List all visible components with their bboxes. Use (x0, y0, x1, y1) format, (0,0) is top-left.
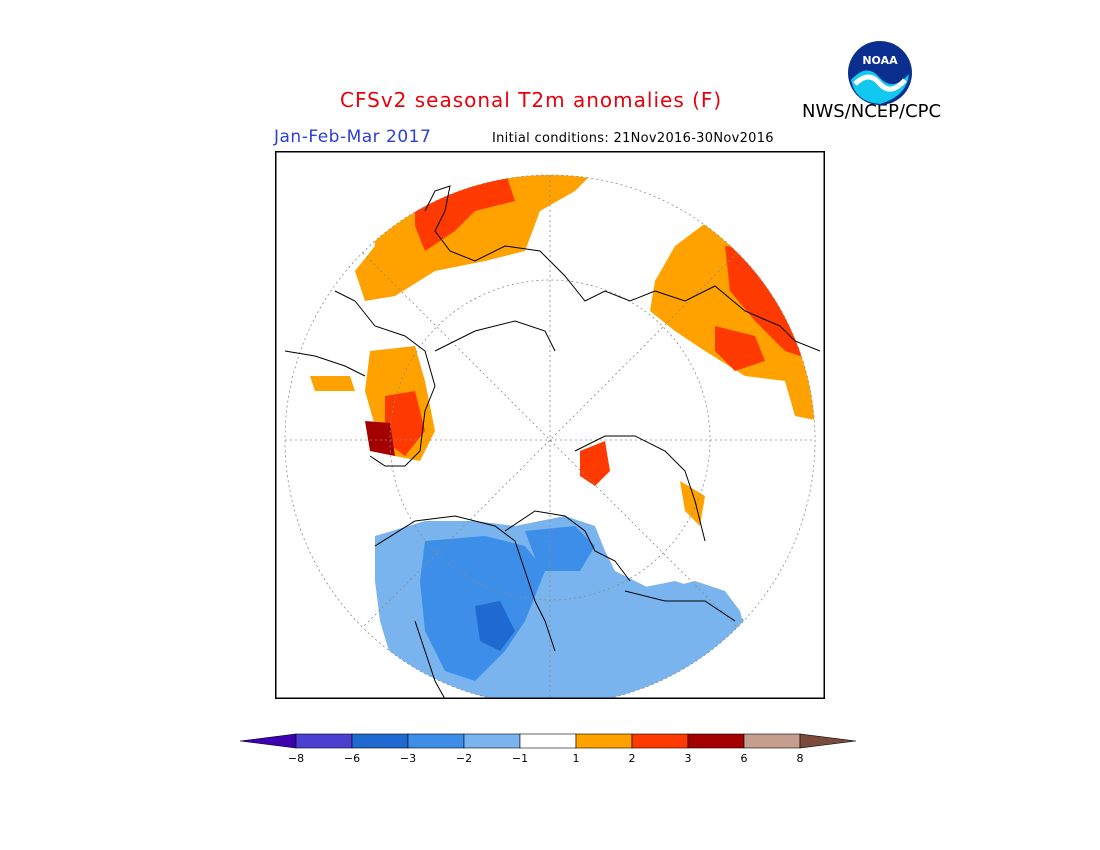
map-border (275, 151, 825, 699)
colorbar-cell (743, 733, 801, 749)
coast-greenland-inner (434, 320, 556, 352)
warm-region-asia-patch (715, 326, 765, 371)
colorbar-tick-label: 2 (628, 752, 636, 765)
coast-alaska (574, 435, 706, 542)
coast-greenland (334, 290, 436, 467)
colorbar-tick-label: 8 (796, 752, 804, 765)
colorbar-cell (687, 733, 745, 749)
colorbar-arrow-high (799, 733, 857, 749)
colorbar-tick-label: −1 (511, 752, 529, 765)
colorbar-tick-label: 3 (684, 752, 692, 765)
colorbar-tick-label: 1 (572, 752, 580, 765)
coast-europe (424, 185, 656, 302)
colorbar-cell (407, 733, 465, 749)
colorbar-cells (239, 733, 857, 749)
colorbar-cell (631, 733, 689, 749)
logo-text: NOAA (862, 54, 898, 67)
colorbar-tick-label: −2 (455, 752, 473, 765)
colorbar-arrow-low (239, 733, 297, 749)
warm-region-labrador (310, 376, 355, 391)
cold-region-canada-core (475, 601, 515, 651)
colorbar-tick-label: −8 (287, 752, 305, 765)
polar-anomaly-map (275, 151, 825, 699)
colorbar-cell (351, 733, 409, 749)
warm-region-alaska (580, 441, 610, 486)
graticule (284, 174, 816, 699)
chart-title: CFSv2 seasonal T2m anomalies (F) (340, 88, 723, 112)
colorbar-cell (575, 733, 633, 749)
coast-baja (414, 620, 446, 699)
colorbar-cell (519, 733, 577, 749)
coast-canada-arctic (504, 510, 631, 582)
colorbar-cell (295, 733, 353, 749)
latitude-circle-outer (284, 174, 816, 699)
noaa-logo-icon: NOAA (848, 41, 912, 105)
colorbar-legend (239, 733, 857, 749)
coast-asia (654, 285, 821, 352)
forecast-period: Jan-Feb-Mar 2017 (274, 127, 432, 147)
coast-north-america (374, 515, 556, 652)
cold-region-siberia (625, 581, 745, 671)
cold-region-hudson (525, 526, 595, 571)
colorbar-tick-label: −3 (399, 752, 417, 765)
coast-labrador (284, 350, 366, 377)
colorbar-tick-label: −6 (343, 752, 361, 765)
colorbar-tick-label: 6 (740, 752, 748, 765)
coast-pacific (624, 590, 736, 622)
warm-region-greenland-peak (365, 421, 395, 456)
colorbar-cell (463, 733, 521, 749)
agency-label: NWS/NCEP/CPC (802, 101, 942, 122)
coastlines (284, 185, 821, 699)
initial-conditions: Initial conditions: 21Nov2016-30Nov2016 (492, 131, 774, 146)
